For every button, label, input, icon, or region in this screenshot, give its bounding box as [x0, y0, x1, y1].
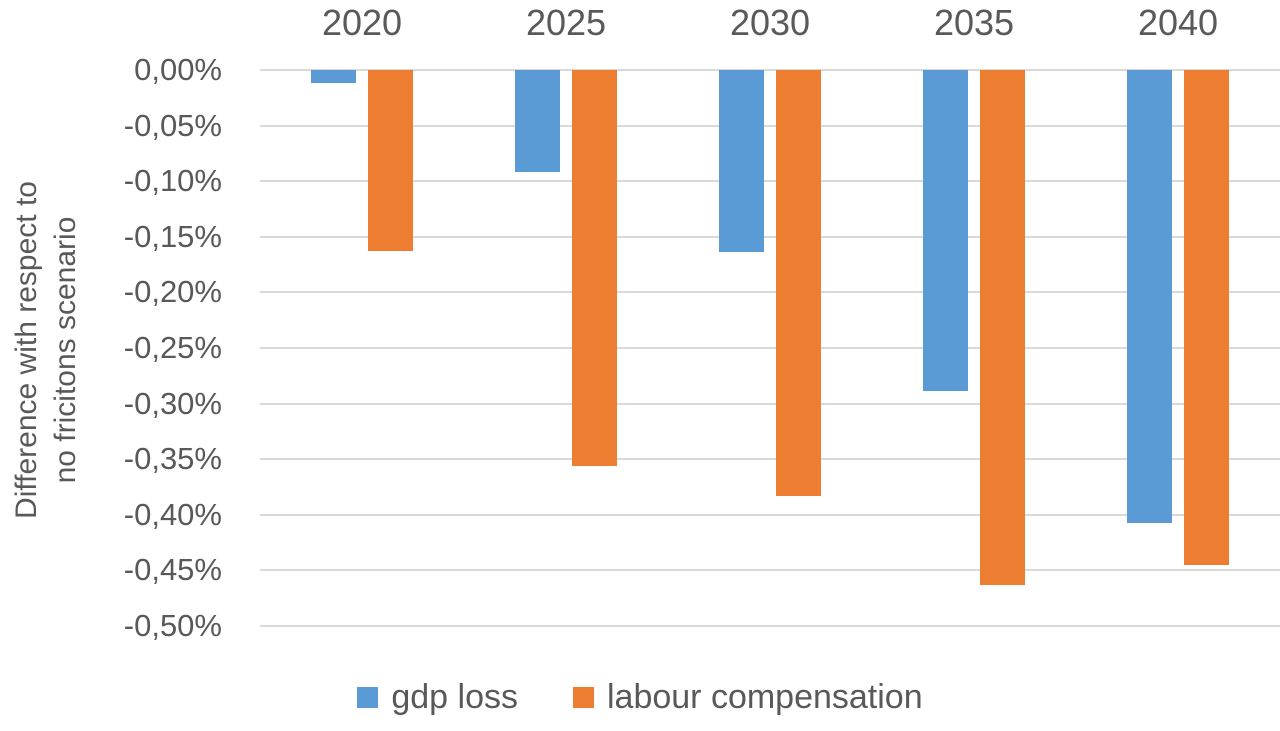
bar-labour-compensation-2025	[572, 70, 617, 466]
x-axis-label-2035: 2035	[933, 2, 1015, 43]
y-tick-label: -0,20%	[123, 274, 222, 310]
gridline	[260, 569, 1280, 572]
legend-swatch-icon	[572, 687, 594, 708]
y-tick-label: -0,30%	[123, 385, 222, 421]
gridline	[260, 347, 1280, 349]
gridline	[260, 402, 1280, 405]
x-axis-label-2025: 2025	[525, 2, 607, 43]
gridline	[260, 625, 1280, 627]
x-axis-label-2040: 2040	[1137, 2, 1219, 43]
y-tick-label: 0,00%	[134, 52, 222, 87]
y-tick-label: -0,10%	[123, 163, 222, 199]
legend-item-gdp-loss: gdp loss	[357, 678, 518, 717]
gridline	[260, 124, 1280, 127]
bar-gdp-loss-2020	[311, 70, 356, 83]
bar-labour-compensation-2020	[368, 70, 413, 251]
bar-labour-compensation-2035	[980, 70, 1025, 585]
bar-labour-compensation-2030	[776, 70, 821, 496]
legend-label: gdp loss	[391, 678, 518, 716]
bar-gdp-loss-2030	[719, 70, 764, 252]
y-tick-label: -0,15%	[123, 218, 222, 254]
legend-swatch-icon	[357, 687, 379, 708]
gridline	[260, 180, 1280, 183]
legend-item-labour-compensation: labour compensation	[572, 678, 923, 717]
y-tick-label: -0,50%	[123, 608, 222, 643]
bar-labour-compensation-2040	[1184, 70, 1229, 565]
plot-area	[260, 69, 1280, 627]
x-axis-label-2030: 2030	[729, 2, 811, 43]
gridline	[260, 513, 1280, 516]
x-axis-label-2020: 2020	[321, 2, 403, 43]
bar-gdp-loss-2025	[515, 70, 560, 172]
y-tick-label: -0,45%	[123, 552, 222, 588]
y-tick-label: -0,25%	[123, 330, 222, 365]
gridline	[260, 235, 1280, 238]
gridline	[260, 69, 1280, 71]
y-tick-label: -0,35%	[123, 441, 222, 477]
gridline	[260, 291, 1280, 294]
bar-gdp-loss-2040	[1127, 70, 1172, 523]
y-tick-label: -0,40%	[123, 496, 222, 532]
bar-gdp-loss-2035	[923, 70, 968, 391]
gridline	[260, 458, 1280, 461]
y-tick-label: -0,05%	[123, 107, 222, 143]
legend: gdp loss labour compensation	[0, 678, 1280, 717]
legend-label: labour compensation	[606, 678, 923, 716]
